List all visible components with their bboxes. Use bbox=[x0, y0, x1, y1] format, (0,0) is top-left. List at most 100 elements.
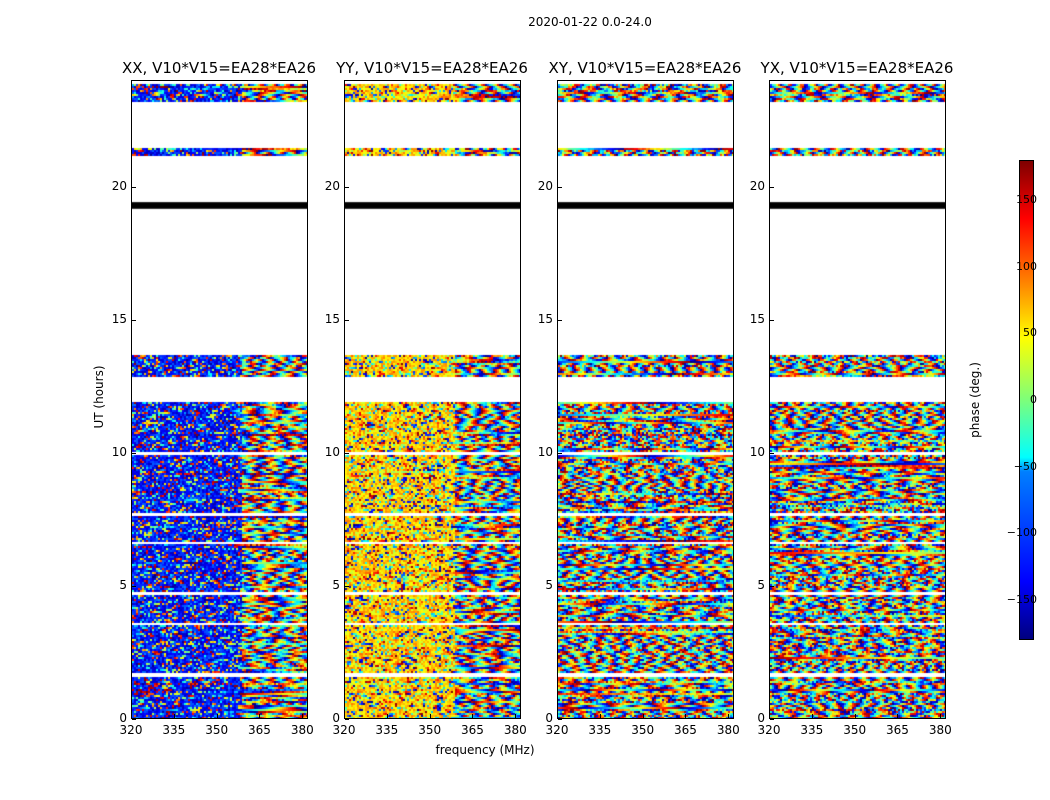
x-tick-mark bbox=[429, 714, 431, 718]
y-tick-label: 20 bbox=[749, 178, 765, 193]
x-tick-label: 365 bbox=[886, 723, 909, 737]
panel-title: YY, V10*V15=EA28*EA26 bbox=[336, 59, 528, 77]
y-tick-label: 20 bbox=[324, 178, 340, 193]
colorbar bbox=[1019, 160, 1034, 640]
y-tick-mark bbox=[558, 452, 562, 454]
x-tick-label: 380 bbox=[503, 723, 527, 737]
x-tick-mark bbox=[854, 714, 856, 718]
x-tick-label: 335 bbox=[588, 723, 612, 737]
x-tick-mark bbox=[515, 714, 517, 718]
colorbar-tick-label: −100 bbox=[1006, 526, 1037, 540]
x-tick-mark bbox=[386, 714, 388, 718]
y-tick-label: 0 bbox=[119, 711, 127, 725]
heatmap-cells bbox=[558, 81, 733, 718]
x-tick-mark bbox=[131, 714, 132, 718]
y-tick-label: 0 bbox=[332, 711, 340, 725]
x-axis-label: frequency (MHz) bbox=[435, 743, 535, 757]
y-tick-label: 15 bbox=[749, 311, 765, 326]
heatmap-cells bbox=[345, 81, 520, 718]
colorbar-tick-label: −150 bbox=[1006, 593, 1037, 606]
y-tick-mark bbox=[345, 452, 349, 454]
x-tick-label: 365 bbox=[248, 723, 271, 737]
x-tick-mark bbox=[472, 714, 474, 718]
colorbar-tick-label: 100 bbox=[1016, 259, 1037, 273]
colorbar-tick-label: 50 bbox=[1023, 326, 1037, 340]
y-axis-label: UT (hours) bbox=[92, 365, 106, 429]
x-tick-mark bbox=[940, 714, 942, 718]
x-tick-mark bbox=[642, 714, 644, 718]
x-tick-mark bbox=[259, 714, 261, 718]
x-tick-label: 320 bbox=[545, 723, 569, 737]
colorbar-tick-label: −50 bbox=[1013, 459, 1037, 473]
y-tick-mark bbox=[345, 719, 349, 720]
x-tick-label: 350 bbox=[631, 723, 655, 737]
x-tick-label: 335 bbox=[162, 723, 186, 737]
figure-suptitle: 2020-01-22 0.0-24.0 bbox=[528, 15, 652, 29]
x-tick-mark bbox=[685, 714, 687, 718]
y-tick-mark bbox=[345, 319, 349, 321]
y-tick-label: 10 bbox=[111, 444, 127, 459]
x-tick-label: 320 bbox=[757, 723, 781, 737]
heatmap-cells bbox=[132, 81, 307, 718]
x-tick-mark bbox=[302, 714, 304, 718]
y-tick-mark bbox=[132, 186, 136, 188]
y-tick-label: 10 bbox=[537, 444, 553, 459]
x-tick-label: 380 bbox=[928, 723, 952, 737]
panel-title: YX, V10*V15=EA28*EA26 bbox=[760, 59, 954, 77]
y-tick-label: 20 bbox=[537, 178, 553, 193]
x-tick-mark bbox=[599, 714, 601, 718]
x-tick-label: 320 bbox=[332, 723, 356, 737]
x-tick-mark bbox=[811, 714, 813, 718]
heatmap-panel bbox=[131, 80, 308, 719]
y-tick-mark bbox=[558, 719, 562, 720]
x-tick-label: 350 bbox=[418, 723, 442, 737]
y-tick-mark bbox=[345, 585, 349, 587]
y-tick-label: 10 bbox=[749, 444, 765, 459]
y-tick-mark bbox=[558, 186, 562, 188]
x-tick-mark bbox=[769, 714, 770, 718]
colorbar-tick-label: 150 bbox=[1016, 193, 1037, 206]
colorbar-label: phase (deg.) bbox=[968, 362, 982, 438]
y-tick-mark bbox=[132, 719, 136, 720]
y-tick-label: 0 bbox=[545, 711, 553, 725]
x-tick-label: 365 bbox=[674, 723, 697, 737]
y-tick-label: 15 bbox=[111, 311, 127, 326]
heatmap-panel bbox=[557, 80, 734, 719]
x-tick-mark bbox=[728, 714, 730, 718]
y-tick-label: 5 bbox=[332, 577, 340, 592]
y-tick-label: 15 bbox=[324, 311, 340, 326]
colorbar-tick-label: 0 bbox=[1030, 393, 1037, 406]
y-tick-label: 5 bbox=[757, 577, 765, 592]
heatmap-cells bbox=[770, 81, 945, 718]
x-tick-mark bbox=[173, 714, 175, 718]
x-tick-label: 320 bbox=[119, 723, 143, 737]
y-tick-mark bbox=[770, 585, 774, 587]
heatmap-panel bbox=[769, 80, 946, 719]
y-tick-mark bbox=[132, 319, 136, 321]
y-tick-label: 15 bbox=[537, 311, 553, 326]
y-tick-mark bbox=[132, 585, 136, 587]
y-tick-mark bbox=[345, 186, 349, 188]
y-tick-mark bbox=[770, 452, 774, 454]
x-tick-mark bbox=[557, 714, 558, 718]
y-tick-mark bbox=[558, 319, 562, 321]
y-tick-label: 0 bbox=[757, 711, 765, 725]
x-tick-mark bbox=[897, 714, 899, 718]
y-tick-label: 5 bbox=[119, 577, 127, 592]
y-tick-mark bbox=[132, 452, 136, 454]
panel-title: XX, V10*V15=EA28*EA26 bbox=[121, 59, 316, 77]
y-tick-label: 20 bbox=[111, 178, 127, 193]
heatmap-panel bbox=[344, 80, 521, 719]
x-tick-label: 335 bbox=[375, 723, 399, 737]
x-tick-mark bbox=[344, 714, 345, 718]
x-tick-label: 380 bbox=[716, 723, 740, 737]
y-tick-mark bbox=[770, 719, 774, 720]
y-tick-mark bbox=[770, 319, 774, 321]
y-tick-mark bbox=[558, 585, 562, 587]
x-tick-label: 380 bbox=[290, 723, 314, 737]
x-tick-label: 335 bbox=[800, 723, 824, 737]
panel-title: XY, V10*V15=EA28*EA26 bbox=[548, 59, 742, 77]
y-tick-mark bbox=[770, 186, 774, 188]
x-tick-label: 365 bbox=[461, 723, 484, 737]
x-tick-mark bbox=[216, 714, 218, 718]
